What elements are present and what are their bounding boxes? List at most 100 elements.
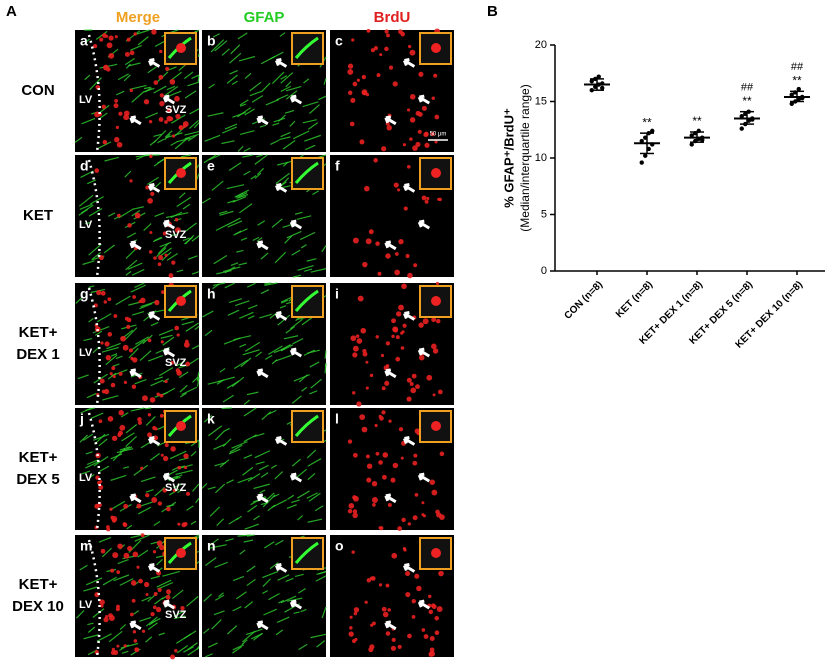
brdu-cell [348, 502, 355, 509]
brdu-cell [158, 117, 164, 122]
gfap-fiber [131, 210, 141, 217]
brdu-cell [378, 460, 383, 465]
panel-label: B [487, 3, 498, 20]
brdu-cell [166, 589, 171, 595]
gfap-fiber [298, 643, 308, 651]
brdu-cell [407, 522, 412, 526]
gfap-fiber [279, 32, 286, 37]
gfap-fiber [187, 255, 198, 260]
gfap-fiber [102, 576, 118, 586]
gfap-fiber [181, 386, 198, 396]
gfap-fiber [118, 208, 134, 219]
gfap-fiber [280, 131, 291, 138]
gfap-fiber [271, 499, 287, 508]
gfap-fiber [214, 430, 225, 441]
gfap-fiber [154, 486, 166, 497]
brdu-cell [385, 341, 391, 346]
gfap-fiber [307, 122, 319, 130]
brdu-cell [127, 545, 133, 552]
brdu-cell [380, 353, 385, 358]
inset-content [176, 168, 186, 178]
gfap-fiber [293, 130, 310, 140]
gfap-fiber [245, 628, 263, 636]
gfap-fiber [175, 469, 193, 476]
gfap-fiber [263, 608, 278, 616]
gfap-fiber [157, 242, 169, 255]
brdu-cell [351, 550, 355, 554]
brdu-cell [381, 410, 386, 415]
brdu-cell [390, 645, 397, 651]
panel-letter: a [80, 33, 88, 49]
gfap-fiber [283, 335, 299, 340]
arrow [289, 219, 303, 230]
data-point [689, 142, 694, 147]
gfap-fiber [221, 126, 237, 134]
arrow [417, 472, 431, 483]
brdu-cell [416, 585, 422, 592]
arrow [256, 620, 269, 631]
inset [291, 32, 324, 65]
arrow [275, 563, 288, 573]
gfap-fiber [244, 523, 259, 530]
brdu-cell [407, 272, 413, 279]
panel-letter: f [335, 158, 340, 174]
brdu-cell [129, 88, 134, 93]
gfap-fiber [259, 313, 272, 319]
data-point [789, 92, 794, 97]
micrograph: h [202, 282, 327, 406]
brdu-cell [130, 580, 137, 586]
gfap-fiber [191, 344, 200, 350]
brdu-cell [129, 179, 133, 183]
gfap-fiber [306, 449, 317, 459]
brdu-cell [174, 218, 179, 222]
gfap-fiber [231, 441, 248, 449]
brdu-cell [111, 518, 117, 523]
brdu-cell [161, 290, 165, 294]
brdu-cell [166, 107, 173, 114]
brdu-cell [367, 29, 371, 33]
gfap-fiber [289, 120, 296, 127]
gfap-fiber [232, 575, 245, 582]
significance-hashes: ## [741, 82, 754, 94]
gfap-fiber [201, 197, 211, 204]
gfap-fiber [247, 304, 258, 310]
gfap-fiber [214, 40, 228, 52]
brdu-cell [402, 143, 407, 147]
gfap-fiber [162, 570, 180, 577]
panel-letter: i [335, 286, 339, 302]
brdu-cell [132, 630, 137, 634]
gfap-fiber [160, 334, 173, 339]
brdu-cell [177, 522, 181, 526]
gfap-fiber [188, 119, 199, 129]
gfap-fiber [79, 564, 88, 571]
brdu-cell [387, 503, 392, 507]
gfap-fiber [270, 139, 280, 146]
brdu-cell [169, 79, 176, 85]
brdu-cell [110, 515, 115, 520]
brdu-cell [185, 361, 191, 367]
gfap-fiber [229, 444, 243, 453]
gfap-fiber [253, 515, 260, 521]
brdu-cell [424, 142, 430, 148]
gfap-fiber [256, 237, 263, 242]
gfap-fiber [201, 483, 208, 489]
gfap-fiber [262, 578, 271, 587]
gfap-fiber [190, 520, 197, 525]
brdu-cell [429, 479, 436, 485]
gfap-fiber [94, 330, 103, 336]
brdu-cell [101, 389, 106, 394]
gfap-fiber [250, 175, 257, 180]
brdu-cell [407, 44, 412, 49]
panel-letter: e [207, 158, 215, 174]
brdu-cell [411, 615, 416, 619]
gfap-fiber [229, 69, 238, 75]
brdu-cell [406, 164, 411, 169]
panel-letter: h [207, 286, 216, 302]
brdu-cell [99, 480, 103, 484]
gfap-fiber [300, 608, 307, 613]
gfap-fiber [145, 489, 154, 493]
gfap-fiber [253, 432, 265, 438]
panel-label: A [6, 3, 17, 20]
gfap-fiber [259, 124, 267, 128]
gfap-fiber [137, 36, 149, 46]
